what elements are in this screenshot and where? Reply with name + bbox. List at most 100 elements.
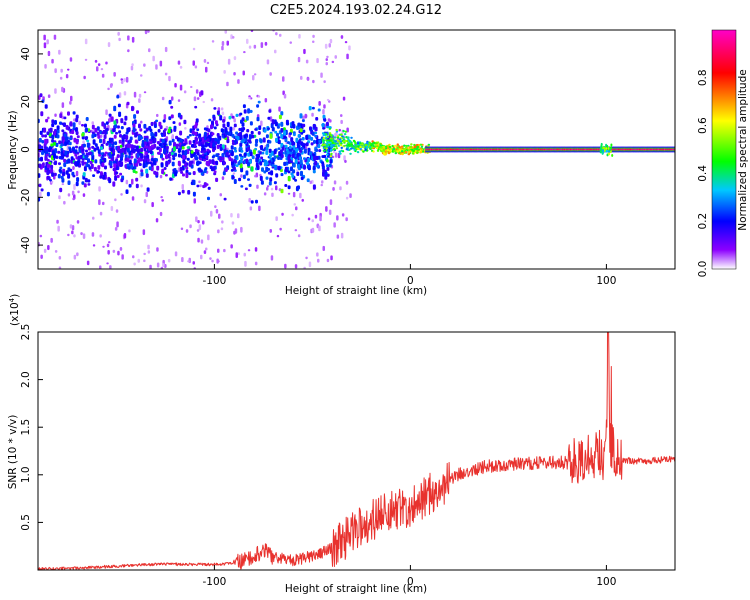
spectrogram-cell [96, 126, 100, 131]
spectrogram-cell [283, 161, 287, 167]
spectrogram-cell [322, 137, 326, 140]
spectrogram-cell [300, 146, 304, 151]
spectrogram-cell [257, 100, 261, 104]
spectrogram-cell [198, 136, 202, 140]
spectrogram-cell [230, 145, 234, 150]
spectrogram-cell [197, 237, 200, 243]
spectrogram-cell [253, 44, 257, 49]
spectrogram-cell [322, 168, 326, 175]
spectrogram-cell [212, 116, 216, 121]
spectrogram-cell [324, 43, 328, 49]
spectrogram-cell [123, 78, 126, 82]
spectrogram-cell [173, 141, 176, 148]
spectrogram-cell [196, 229, 200, 232]
spectrogram-cell [274, 49, 277, 54]
spectrogram-cell [171, 96, 174, 101]
spectrogram-cell [54, 120, 57, 125]
spectrogram-cell [101, 73, 105, 78]
spectrogram-cell [294, 229, 298, 232]
spectrogram-cell [328, 132, 332, 135]
spectrogram-cell [332, 187, 335, 191]
spectrogram-cell [362, 150, 365, 153]
spectrogram-cell [326, 135, 330, 138]
spectrogram-cell [84, 136, 88, 141]
spectrogram-cell [183, 119, 187, 125]
spectrogram-cell [192, 191, 196, 197]
spectrogram-cell [273, 181, 277, 185]
spectrogram-cell [177, 112, 181, 118]
spectrogram-cell [63, 158, 67, 163]
spectrogram-cell [148, 145, 152, 152]
spectrogram-cell [305, 59, 309, 64]
spectrogram-cell [136, 110, 139, 114]
spectrogram-cell [76, 160, 80, 167]
spectrogram-cell [132, 169, 136, 173]
spectrogram-cell [56, 219, 59, 224]
spectrogram-cell [274, 130, 278, 134]
spectrogram-cell [161, 168, 165, 175]
spectrogram-cell [102, 174, 106, 180]
spectrogram-cell [105, 109, 108, 116]
spectrogram-cell [234, 135, 238, 139]
spectrogram-cell [311, 131, 315, 136]
spectrogram-cell [118, 92, 122, 99]
spectrogram-cell [133, 91, 137, 98]
spectrogram-cell [294, 179, 298, 182]
spectrogram-cell [109, 83, 113, 88]
spectrogram-cell [81, 181, 85, 185]
spectrogram-cell [372, 150, 375, 153]
spectrogram-cell [75, 131, 79, 136]
spectrogram-cell [56, 134, 60, 139]
spectrogram-cell [220, 227, 224, 231]
spectrogram-cell [108, 137, 112, 144]
spectrogram-cell [276, 234, 280, 238]
spectrogram-cell [282, 90, 285, 96]
spectrogram-cell [143, 259, 146, 263]
spectrogram-cell [311, 227, 315, 233]
spectrogram-cell [103, 125, 107, 130]
spectrogram-cell [332, 144, 336, 147]
spectrogram-x-tick-label: -100 [202, 275, 226, 287]
spectrogram-cell [160, 145, 164, 149]
spectrogram-cell [105, 127, 109, 132]
spectrogram-cell [209, 257, 212, 260]
spectrogram-cell [156, 146, 160, 151]
spectrogram-cell [217, 248, 220, 253]
spectrogram-cell [128, 229, 131, 233]
spectrogram-cell [101, 162, 105, 168]
spectrogram-cell [46, 158, 50, 162]
spectrogram-cell [145, 127, 149, 132]
spectrogram-cell [340, 146, 343, 149]
spectrogram-cell [230, 158, 234, 162]
spectrogram-cell [260, 156, 264, 160]
spectrogram-cell [203, 250, 207, 255]
spectrogram-cell [65, 136, 68, 142]
spectrogram-cell [207, 234, 210, 241]
spectrogram-cell [92, 139, 96, 145]
spectrogram-cell [202, 184, 206, 189]
spectrogram-cell [201, 144, 205, 150]
spectrogram-cell [177, 153, 181, 158]
spectrogram-cell [58, 266, 62, 269]
spectrogram-cell [292, 163, 296, 168]
spectrogram-cell [47, 50, 51, 57]
spectrogram-cell [180, 227, 184, 231]
spectrogram-cell [348, 140, 352, 143]
spectrogram-cell [223, 161, 226, 165]
spectrogram-cell [142, 229, 146, 236]
spectrogram-cell [413, 143, 416, 147]
spectrogram-cell [111, 153, 115, 157]
spectrogram-cell [101, 131, 105, 135]
spectrogram-cell [104, 165, 107, 170]
spectrogram-cell [254, 247, 258, 252]
spectrogram-cell [228, 149, 232, 154]
spectrogram-cell [168, 75, 171, 82]
spectrogram-cell [191, 144, 194, 148]
spectrogram-cell [103, 153, 107, 157]
spectrogram-cell [328, 43, 331, 48]
spectrogram-cell [386, 149, 390, 152]
spectrogram-cell [254, 143, 258, 147]
spectrogram-cell [135, 162, 139, 167]
spectrogram-cell [328, 127, 332, 130]
spectrogram-cell [146, 158, 150, 163]
